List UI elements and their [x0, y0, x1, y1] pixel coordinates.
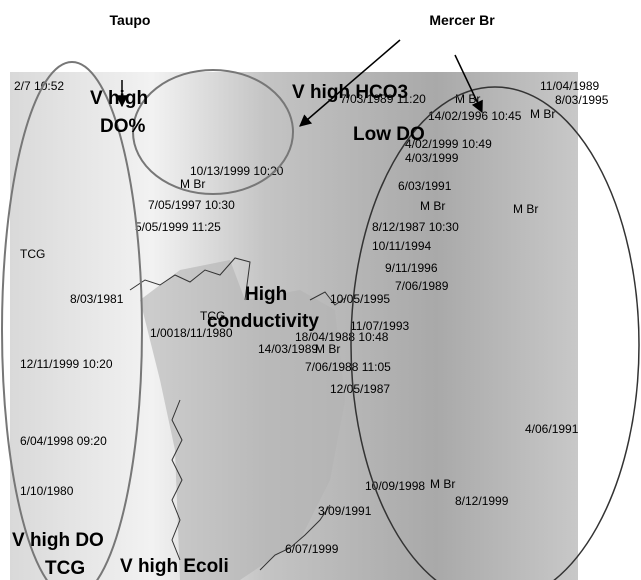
map-label: 8/03/1995	[555, 93, 609, 107]
map-region	[140, 260, 345, 580]
map-label: M Br	[430, 477, 455, 491]
map-label: 11/07/1993	[350, 319, 409, 333]
hex-border	[129, 257, 251, 301]
map-label: 4/06/1991	[525, 422, 579, 436]
map-label: 14/02/1996 10:45	[428, 109, 522, 123]
map-label: 10/13/1999 10:20	[190, 164, 284, 178]
map-label: 12/11/1999 10:20	[20, 357, 113, 371]
map-label: M Br	[530, 107, 555, 121]
map-label: 6/04/1998 09:20	[20, 434, 107, 448]
map-label: M Br	[315, 342, 340, 356]
cluster-ellipse	[350, 86, 640, 580]
arrow	[299, 39, 401, 127]
map-label: 10/09/1998	[365, 479, 425, 493]
annotation: DO%	[100, 116, 146, 137]
site-label: Taupo	[110, 12, 151, 28]
map-label: M Br	[180, 177, 205, 191]
map-label: 7/03/1989 11:20	[340, 92, 426, 106]
map-label: 8/03/1981	[70, 292, 124, 306]
map-label: 1/10/1980	[20, 484, 74, 498]
map-label: 18/04/1988 10:48	[295, 330, 389, 344]
map-label: 10/11/1994	[372, 239, 431, 253]
map-label: 9/11/1996	[385, 261, 438, 275]
annotation: V high DO	[12, 530, 104, 551]
map-label: 4/03/1999	[405, 151, 459, 165]
map-label: 14/03/1989	[258, 342, 318, 356]
annotation: V high	[90, 88, 148, 109]
map-label: TCG	[200, 309, 225, 323]
map-label: M Br	[420, 199, 445, 213]
annotation: conductivity	[207, 311, 319, 332]
map-label: 7/05/1997 10:30	[148, 198, 235, 212]
site-label: Mercer Br	[429, 12, 495, 28]
map-label: 11/04/1989	[540, 79, 599, 93]
map-label: 1/0018/11/1980	[150, 326, 233, 340]
map-label: 8/12/1999	[455, 494, 509, 508]
map-label: 4/02/1999 10:49	[405, 137, 492, 151]
map-label: 7/06/1988 11:05	[305, 360, 391, 374]
hex-border	[309, 291, 346, 306]
cluster-ellipse	[1, 61, 143, 580]
annotation: High	[245, 284, 287, 305]
map-label: 2/7 10:52	[14, 79, 64, 93]
map-label: 6/07/1999	[285, 542, 339, 556]
annotation: V high HCO3	[292, 82, 408, 103]
hex-border	[171, 399, 183, 561]
map-label: 5/05/1999 11:25	[135, 220, 221, 234]
map-label: 10/05/1995	[330, 292, 390, 306]
map-label: 3/09/1991	[318, 504, 372, 518]
map-label: 12/05/1987	[330, 382, 390, 396]
annotation: V high Ecoli	[120, 556, 229, 577]
cluster-ellipse	[132, 69, 294, 195]
annotation: Low DO	[353, 124, 425, 145]
arrow	[454, 54, 483, 114]
map-label: M Br	[513, 202, 538, 216]
map-label: 8/12/1987 10:30	[372, 220, 459, 234]
hex-border	[259, 504, 331, 571]
map-label: TCG	[20, 247, 45, 261]
annotation: TCG	[45, 558, 85, 579]
map-label: 6/03/1991	[398, 179, 452, 193]
map-label: 7/06/1989	[395, 279, 449, 293]
